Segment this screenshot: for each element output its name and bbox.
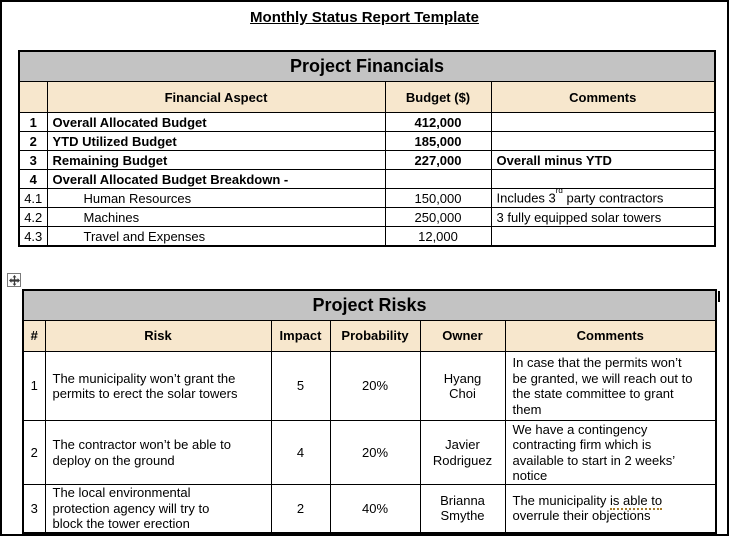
cell-aspect[interactable]: Machines	[46, 207, 386, 227]
cell-num[interactable]: 2	[22, 420, 46, 485]
comment-text: party contractors	[562, 190, 664, 206]
cell-num[interactable]: 2	[18, 131, 48, 151]
cell-num[interactable]: 4.2	[18, 207, 48, 227]
cell-risk[interactable]: The municipality won’t grant the permits…	[44, 351, 272, 421]
risks-header-owner[interactable]: Owner	[419, 320, 506, 352]
cell-budget[interactable]: 412,000	[384, 112, 492, 132]
cell-comments[interactable]	[490, 226, 716, 247]
cell-probability[interactable]: 40%	[329, 484, 421, 533]
cell-budget[interactable]: 250,000	[384, 207, 492, 227]
cell-comments[interactable]: Overall minus YTD	[490, 150, 716, 170]
comment-text: The municipality	[512, 492, 611, 508]
financial-row: 2 YTD Utilized Budget 185,000	[18, 131, 716, 151]
cell-comments[interactable]	[490, 131, 716, 151]
cell-num[interactable]: 1	[22, 351, 46, 421]
financials-header-comments[interactable]: Comments	[490, 81, 716, 113]
document-title[interactable]: Monthly Status Report Template	[250, 9, 479, 26]
cell-num[interactable]: 4	[18, 169, 48, 189]
cell-budget[interactable]: 12,000	[384, 226, 492, 247]
cell-aspect[interactable]: Overall Allocated Budget	[46, 112, 386, 132]
cell-aspect[interactable]: Human Resources	[46, 188, 386, 208]
risk-row: 3 The local environmental protection age…	[22, 484, 717, 533]
financials-section-header-row: Project Financials	[18, 50, 716, 82]
cell-comments[interactable]: The municipality is able to overrule the…	[504, 484, 717, 533]
move-arrows-icon	[8, 274, 20, 286]
cell-num[interactable]: 4.1	[18, 188, 48, 208]
risk-row: 1 The municipality won’t grant the permi…	[22, 351, 717, 421]
financial-row: 1 Overall Allocated Budget 412,000	[18, 112, 716, 132]
cell-num[interactable]: 3	[18, 150, 48, 170]
financial-row: 4.3 Travel and Expenses 12,000	[18, 226, 716, 247]
cell-budget[interactable]: 227,000	[384, 150, 492, 170]
financials-column-header-row: Financial Aspect Budget ($) Comments	[18, 81, 716, 113]
risks-column-header-row: # Risk Impact Probability Owner Comments	[22, 320, 717, 352]
cell-comments[interactable]: 3 fully equipped solar towers	[490, 207, 716, 227]
financial-row: 4 Overall Allocated Budget Breakdown -	[18, 169, 716, 189]
project-financials-table: Project Financials Financial Aspect Budg…	[18, 50, 716, 247]
cell-comments[interactable]: Includes 3rd party contractors	[490, 188, 716, 208]
cell-aspect[interactable]: Remaining Budget	[46, 150, 386, 170]
cell-comments[interactable]: We have a contingency contracting firm w…	[504, 420, 717, 485]
cell-impact[interactable]: 5	[270, 351, 331, 421]
table-move-handle[interactable]	[7, 273, 21, 287]
comment-text: Includes 3	[496, 190, 556, 206]
financials-header-budget[interactable]: Budget ($)	[384, 81, 492, 113]
financials-section-title[interactable]: Project Financials	[18, 50, 716, 82]
grammar-suggestion-underline[interactable]: is able to	[610, 492, 663, 510]
risks-section-title[interactable]: Project Risks	[22, 289, 717, 321]
cell-aspect[interactable]: Overall Allocated Budget Breakdown -	[46, 169, 386, 189]
cell-risk[interactable]: The contractor won’t be able to deploy o…	[44, 420, 272, 485]
cell-budget[interactable]	[384, 169, 492, 189]
comment-text: overrule their objections	[512, 508, 651, 524]
cell-budget[interactable]: 150,000	[384, 188, 492, 208]
financials-header-aspect[interactable]: Financial Aspect	[46, 81, 386, 113]
cell-num[interactable]: 3	[22, 484, 46, 533]
financial-row: 4.2 Machines 250,000 3 fully equipped so…	[18, 207, 716, 227]
risks-header-comments[interactable]: Comments	[504, 320, 717, 352]
financial-row: 4.1 Human Resources 150,000 Includes 3rd…	[18, 188, 716, 208]
risks-header-num[interactable]: #	[22, 320, 46, 352]
financials-header-num[interactable]	[18, 81, 48, 113]
financial-row: 3 Remaining Budget 227,000 Overall minus…	[18, 150, 716, 170]
risks-header-probability[interactable]: Probability	[329, 320, 421, 352]
cell-risk[interactable]: The local environmental protection agenc…	[44, 484, 272, 533]
text-cursor	[718, 291, 720, 302]
cell-aspect[interactable]: Travel and Expenses	[46, 226, 386, 247]
cell-owner[interactable]: Javier Rodriguez	[419, 420, 506, 485]
cell-impact[interactable]: 2	[270, 484, 331, 533]
cell-owner[interactable]: Hyang Choi	[419, 351, 506, 421]
project-risks-table: Project Risks # Risk Impact Probability …	[22, 289, 717, 534]
cell-num[interactable]: 4.3	[18, 226, 48, 247]
ordinal-superscript: rd	[555, 188, 563, 196]
cell-comments[interactable]	[490, 112, 716, 132]
cell-probability[interactable]: 20%	[329, 420, 421, 485]
cell-probability[interactable]: 20%	[329, 351, 421, 421]
cell-comments[interactable]: In case that the permits won’t be grante…	[504, 351, 717, 421]
risks-section-header-row: Project Risks	[22, 289, 717, 321]
risk-row: 2 The contractor won’t be able to deploy…	[22, 420, 717, 485]
cell-impact[interactable]: 4	[270, 420, 331, 485]
cell-comments[interactable]	[490, 169, 716, 189]
risks-header-risk[interactable]: Risk	[44, 320, 272, 352]
risks-header-impact[interactable]: Impact	[270, 320, 331, 352]
cell-budget[interactable]: 185,000	[384, 131, 492, 151]
cell-owner[interactable]: Brianna Smythe	[419, 484, 506, 533]
cell-num[interactable]: 1	[18, 112, 48, 132]
cell-aspect[interactable]: YTD Utilized Budget	[46, 131, 386, 151]
